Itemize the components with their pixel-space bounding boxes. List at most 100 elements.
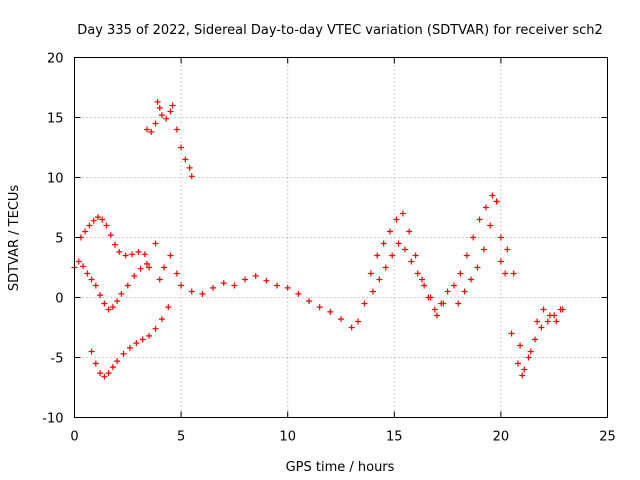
data-point [431, 306, 438, 313]
data-point [348, 324, 355, 331]
series-track-d [143, 98, 195, 180]
series-track-b [77, 214, 148, 259]
data-point [380, 240, 387, 247]
data-point [114, 298, 121, 305]
data-point [75, 258, 82, 265]
data-point [338, 316, 344, 323]
data-point [284, 284, 291, 291]
data-point [457, 270, 464, 277]
data-point [86, 222, 93, 229]
data-point [369, 288, 376, 295]
data-point [538, 324, 545, 331]
data-point [141, 251, 148, 258]
x-tick-label: 5 [177, 430, 185, 445]
data-point [306, 298, 313, 305]
data-point [544, 318, 551, 325]
series-track-f [455, 198, 566, 373]
data-point [120, 350, 127, 357]
data-point [497, 258, 504, 265]
data-point [468, 276, 475, 283]
data-point [527, 348, 534, 355]
data-point [122, 252, 129, 259]
series-track-a [71, 258, 150, 313]
data-point [389, 252, 396, 259]
data-point [137, 265, 144, 272]
data-point [161, 264, 168, 271]
data-point [263, 277, 270, 284]
y-tick-label: 20 [47, 52, 64, 67]
data-point [133, 340, 140, 347]
data-point [105, 370, 112, 377]
data-point [82, 228, 89, 235]
data-point [487, 222, 494, 229]
data-point [92, 360, 99, 367]
y-tick-label: 15 [47, 112, 64, 127]
data-point [143, 260, 150, 267]
data-point [129, 251, 136, 258]
data-point [139, 336, 146, 343]
data-point [419, 276, 426, 283]
data-point [88, 276, 95, 283]
data-point [461, 288, 468, 295]
data-point [382, 264, 389, 271]
data-point [476, 216, 483, 223]
data-point [103, 222, 110, 229]
y-tick-label: -5 [51, 352, 64, 367]
data-point [131, 272, 138, 279]
x-tick-label: 15 [386, 430, 403, 445]
data-point [408, 258, 415, 265]
data-point [167, 108, 174, 115]
data-point [124, 282, 131, 289]
data-point [514, 360, 521, 367]
data-point [327, 308, 334, 315]
data-point [167, 252, 174, 259]
data-point [152, 325, 159, 332]
data-point [395, 240, 402, 247]
data-point [421, 282, 428, 289]
data-point [480, 246, 487, 253]
data-point [94, 214, 101, 221]
data-point [148, 128, 155, 135]
data-point [493, 198, 500, 205]
data-point [146, 264, 153, 271]
y-tick-label: 5 [55, 232, 63, 247]
data-point [188, 288, 195, 295]
data-point [433, 312, 440, 319]
data-point [553, 318, 560, 325]
data-point [406, 228, 413, 235]
x-tick-label: 0 [70, 430, 78, 445]
y-tick-label: 10 [47, 172, 64, 187]
data-point [295, 290, 302, 297]
y-axis-label: SDTVAR / TECUs [7, 185, 22, 292]
data-point [534, 318, 541, 325]
chart-title: Day 335 of 2022, Sidereal Day-to-day VTE… [77, 23, 603, 38]
data-point [470, 234, 477, 241]
data-point [152, 120, 159, 127]
data-point [374, 252, 381, 259]
series-track-c [88, 304, 172, 380]
data-point [444, 288, 451, 295]
data-points [71, 98, 566, 380]
data-point [316, 304, 323, 311]
data-point [97, 292, 104, 299]
data-point [510, 270, 517, 277]
data-point [387, 228, 394, 235]
tick-labels: 0 5 10 15 20 25 -10 -5 0 5 10 15 20 [42, 52, 616, 445]
data-point [146, 332, 153, 339]
y-tick-label: 0 [55, 292, 63, 307]
data-point [559, 306, 566, 313]
data-point [107, 232, 114, 239]
data-point [517, 342, 524, 349]
data-point [188, 173, 195, 180]
data-point [178, 282, 185, 289]
data-point [178, 144, 185, 151]
data-point [101, 373, 108, 380]
data-point [355, 318, 362, 325]
data-point [173, 270, 180, 277]
data-point [199, 290, 206, 297]
data-point [231, 282, 238, 289]
data-point [182, 156, 189, 163]
data-point [414, 270, 421, 277]
data-point [116, 248, 123, 255]
